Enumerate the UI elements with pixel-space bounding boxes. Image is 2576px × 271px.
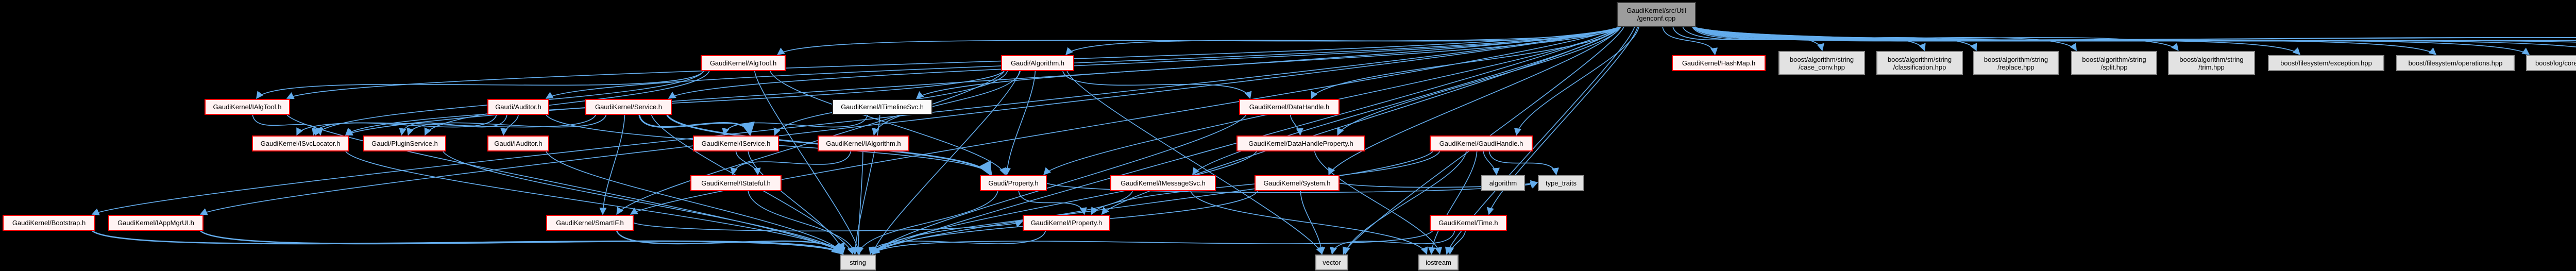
edge-service-to-isvclocator: [296, 114, 597, 136]
edge-algorithm_h-to-property: [1003, 71, 1036, 176]
node-iostream: iostream: [1418, 255, 1459, 270]
edge-ialgorithm-to-string: [854, 151, 863, 255]
edge-service-to-iservice: [638, 114, 755, 137]
node-boost-log-core-hpp: boost/log/core.hpp: [2526, 55, 2576, 71]
edge-itimeline-to-string: [851, 114, 880, 255]
edge-root-to-dhproperty: [1337, 26, 1621, 136]
edge-root-to-service: [668, 26, 1620, 99]
edge-algtool-to-ialgtool: [256, 71, 704, 99]
node-boost-algorithm-string-classification-hpp: boost/algorithm/string /classification.h…: [1876, 51, 1963, 75]
node-string: string: [840, 255, 876, 270]
node-gaudi-property-h[interactable]: Gaudi/Property.h: [980, 175, 1047, 191]
edge-datahandle-to-string: [872, 114, 1247, 255]
edge-ialgtool-to-string: [286, 114, 843, 255]
node-gaudikernel-iappmgrui-h[interactable]: GaudiKernel/IAppMgrUI.h: [108, 215, 204, 231]
node-gaudikernel-bootstrap-h[interactable]: GaudiKernel/Bootstrap.h: [3, 215, 95, 231]
edge-iservice-to-string: [748, 151, 846, 255]
edge-service-to-smartif: [599, 114, 625, 215]
edge-time-to-iostream: [1447, 230, 1466, 255]
edge-smartif-to-iproperty: [633, 220, 1023, 232]
edge-service-to-pluginservice: [406, 114, 607, 136]
node-gaudikernel-src-util-genconf-cpp: GaudiKernel/src/Util /genconf.cpp: [1617, 2, 1696, 27]
edge-root-to-isvclocator: [345, 26, 1620, 136]
edge-time-to-vector: [1330, 230, 1455, 255]
edge-root-to-system: [1328, 26, 1621, 176]
node-boost-algorithm-string-trim-hpp: boost/algorithm/string /trim.hpp: [2168, 51, 2255, 75]
node-boost-algorithm-string-case-conv-hpp: boost/algorithm/string /case_conv.hpp: [1778, 51, 1865, 75]
node-gaudikernel-time-h[interactable]: GaudiKernel/Time.h: [1430, 215, 1507, 231]
node-vector: vector: [1315, 255, 1348, 270]
edge-itimeline-to-iservice: [722, 114, 868, 136]
edge-imessagesvc-to-iostream: [1190, 191, 1428, 255]
node-gaudikernel-itimelinesvc-h: GaudiKernel/ITimelineSvc.h: [832, 99, 933, 115]
edge-ialgtool-to-isvclocator: [252, 114, 324, 136]
node-gaudi-iauditor-h[interactable]: Gaudi/IAuditor.h: [487, 136, 549, 151]
edge-algtool-to-string: [754, 71, 862, 255]
edge-gaudihandle-to-algo_std: [1483, 151, 1500, 176]
node-gaudi-pluginservice-h[interactable]: Gaudi/PluginService.h: [363, 136, 446, 151]
node-type-traits: type_traits: [1538, 175, 1584, 191]
edge-root-to-bootstrap: [91, 26, 1620, 215]
edge-gaudihandle-to-iostream: [1428, 151, 1478, 255]
edge-root-to-itimeline: [916, 26, 1620, 99]
node-gaudikernel-ialgtool-h[interactable]: GaudiKernel/IAlgTool.h: [205, 99, 290, 115]
edge-gaudihandle-to-string: [872, 151, 1433, 255]
edge-isvclocator-to-string: [345, 151, 843, 255]
node-gaudikernel-ialgorithm-h[interactable]: GaudiKernel/IAlgorithm.h: [818, 136, 909, 151]
edge-pluginservice-to-string: [443, 151, 843, 255]
edge-root-to-sstream: [1692, 26, 2576, 42]
edge-time-to-string: [872, 230, 1433, 255]
node-gaudikernel-iservice-h[interactable]: GaudiKernel/IService.h: [693, 136, 779, 151]
edge-root-to-time: [1486, 26, 1638, 215]
edge-root-to-iostream: [1445, 26, 1635, 255]
edge-root-to-iproperty: [1101, 26, 1620, 215]
node-gaudikernel-algtool-h[interactable]: GaudiKernel/AlgTool.h: [701, 55, 786, 71]
node-boost-filesystem-exception-hpp: boost/filesystem/exception.hpp: [2268, 55, 2384, 71]
edge-root-to-ialgtool: [286, 26, 1620, 99]
node-gaudi-algorithm-h[interactable]: Gaudi/Algorithm.h: [1001, 55, 1074, 71]
node-gaudi-auditor-h[interactable]: Gaudi/Auditor.h: [487, 99, 549, 115]
edge-algorithm_h-to-ialgorithm: [872, 71, 1021, 136]
edge-ialgorithm-to-istateful: [730, 151, 852, 176]
edge-root-to-hashmap: [1662, 26, 1718, 56]
edge-property-to-string: [856, 191, 998, 255]
node-gaudikernel-service-h[interactable]: GaudiKernel/Service.h: [585, 99, 672, 115]
node-gaudikernel-datahandleproperty-h[interactable]: GaudiKernel/DataHandleProperty.h: [1236, 136, 1365, 151]
node-gaudikernel-system-h[interactable]: GaudiKernel/System.h: [1255, 175, 1340, 191]
edge-iappmgrui-to-string: [200, 230, 844, 255]
edge-root-to-auditor: [545, 26, 1620, 99]
edge-gaudihandle-to-type_traits: [1488, 151, 1559, 176]
edge-datahandle-to-dhproperty: [1290, 114, 1303, 136]
node-algorithm: algorithm: [1481, 175, 1525, 191]
node-gaudikernel-smartif-h[interactable]: GaudiKernel/SmartIF.h: [546, 215, 634, 231]
node-gaudikernel-imessagesvc-h[interactable]: GaudiKernel/IMessageSvc.h: [1110, 175, 1216, 191]
node-gaudikernel-gaudihandle-h[interactable]: GaudiKernel/GaudiHandle.h: [1430, 136, 1533, 151]
node-gaudikernel-isvclocator-h[interactable]: GaudiKernel/ISvcLocator.h: [252, 136, 349, 151]
edge-iproperty-to-string: [868, 230, 1046, 255]
node-gaudikernel-istateful-h[interactable]: GaudiKernel/IStateful.h: [690, 175, 782, 191]
edge-root-to-algorithm_h: [1065, 26, 1620, 56]
node-boost-algorithm-string-split-hpp: boost/algorithm/string /split.hpp: [2071, 51, 2157, 75]
node-gaudikernel-hashmap-h[interactable]: GaudiKernel/HashMap.h: [1672, 55, 1766, 71]
edge-istateful-to-string: [748, 191, 858, 255]
edge-root-to-iappmgrui: [199, 26, 1620, 215]
node-boost-algorithm-string-replace-hpp: boost/algorithm/string /replace.hpp: [1973, 51, 2059, 75]
node-gaudikernel-iproperty-h[interactable]: GaudiKernel/IProperty.h: [1023, 215, 1110, 231]
edge-algorithm_h-to-vector: [1066, 71, 1323, 255]
edge-dhproperty-to-string: [872, 151, 1257, 255]
node-gaudikernel-datahandle-h[interactable]: GaudiKernel/DataHandle.h: [1239, 99, 1340, 115]
edge-dhproperty-to-iostream: [1314, 151, 1443, 255]
edge-property-to-iproperty: [1018, 191, 1087, 215]
edge-iauditor-to-string: [546, 151, 843, 255]
edge-algtool-to-pluginservice: [424, 71, 710, 136]
node-boost-filesystem-operations-hpp: boost/filesystem/operations.hpp: [2396, 55, 2515, 71]
edge-system-to-vector: [1300, 191, 1326, 255]
edge-auditor-to-isvclocator: [312, 114, 497, 136]
edge-algorithm_h-to-string: [871, 71, 1020, 255]
edge-root-to-smartif: [630, 26, 1620, 215]
